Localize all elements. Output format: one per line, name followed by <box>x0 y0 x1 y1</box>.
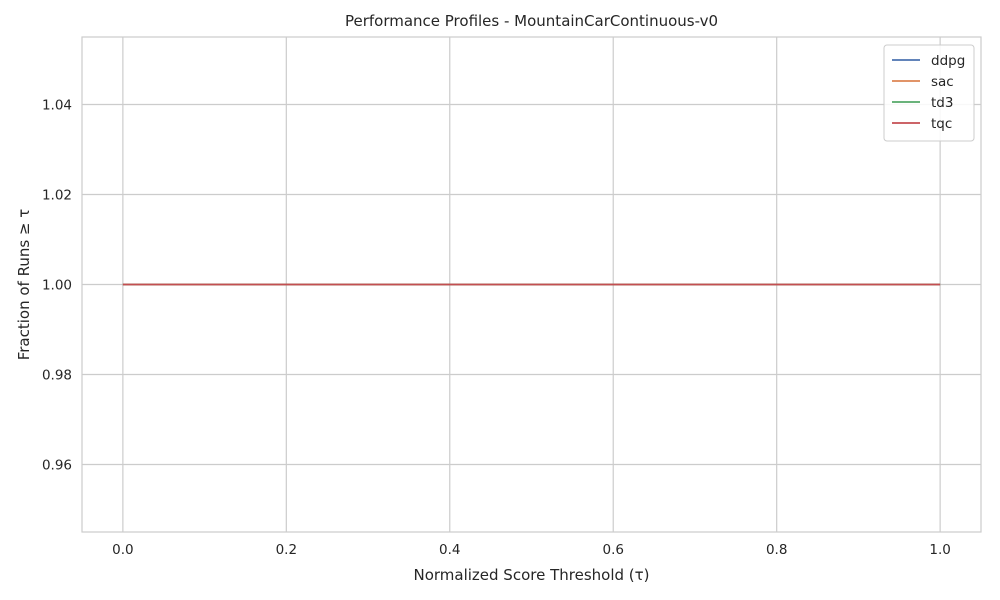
x-tick-label: 0.8 <box>766 542 787 558</box>
x-tick-label: 0.0 <box>112 542 133 558</box>
x-tick-label: 0.4 <box>439 542 460 558</box>
x-tick-label: 0.6 <box>602 542 623 558</box>
y-axis-label: Fraction of Runs ≥ τ <box>15 209 33 361</box>
legend-item-sac: sac <box>892 74 954 90</box>
y-tick-label: 1.04 <box>42 98 72 114</box>
legend-item-ddpg: ddpg <box>892 53 965 69</box>
legend: ddpg sac td3 tqc <box>883 44 975 142</box>
legend-item-tqc: tqc <box>892 116 952 132</box>
x-tick-labels: 0.0 0.2 0.4 0.6 0.8 1.0 <box>112 542 951 558</box>
legend-box <box>883 44 975 142</box>
y-tick-label: 0.96 <box>42 458 72 474</box>
legend-label: tqc <box>931 116 952 132</box>
chart-title: Performance Profiles - MountainCarContin… <box>345 12 718 30</box>
y-tick-label: 1.02 <box>42 188 72 204</box>
y-tick-label: 0.98 <box>42 368 72 384</box>
legend-label: td3 <box>931 95 953 111</box>
legend-item-td3: td3 <box>892 95 953 111</box>
legend-label: ddpg <box>931 53 965 69</box>
legend-label: sac <box>931 74 954 90</box>
x-tick-label: 1.0 <box>929 542 950 558</box>
plot-frame <box>81 36 982 533</box>
y-tick-label: 1.00 <box>42 278 72 294</box>
y-tick-labels: 0.96 0.98 1.00 1.02 1.04 <box>42 98 72 474</box>
x-tick-label: 0.2 <box>276 542 297 558</box>
x-axis-label: Normalized Score Threshold (τ) <box>413 566 649 584</box>
